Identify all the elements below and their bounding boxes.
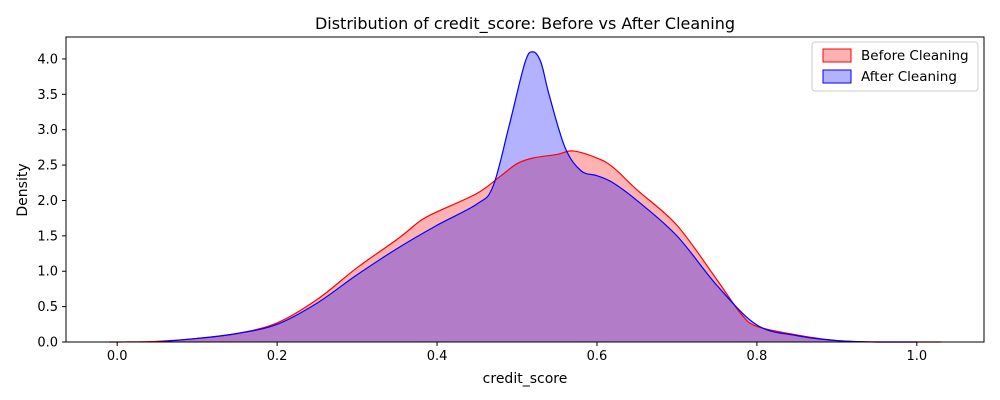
legend-label-after-cleaning: After Cleaning [861, 69, 957, 85]
x-axis: 0.0 0.2 0.4 0.6 0.8 1.0 [107, 342, 927, 364]
y-tick-label: 0.5 [37, 300, 58, 315]
x-axis-label: credit_score [483, 371, 568, 387]
y-tick-label: 0.0 [37, 336, 58, 351]
y-tick-label: 2.5 [37, 159, 58, 174]
y-tick-label: 4.0 [37, 52, 58, 67]
x-tick-label: 0.6 [587, 349, 608, 364]
legend-swatch-before-cleaning [822, 48, 852, 63]
x-tick-label: 0.8 [747, 349, 768, 364]
legend-label-before-cleaning: Before Cleaning [861, 48, 969, 64]
x-tick-label: 0.0 [107, 349, 128, 364]
y-tick-label: 3.0 [37, 123, 58, 138]
y-tick-label: 1.5 [37, 229, 58, 244]
axes-frame [65, 36, 985, 343]
y-tick-label: 2.0 [37, 194, 58, 209]
y-tick-label: 3.5 [37, 88, 58, 103]
legend: Before Cleaning After Cleaning [811, 41, 979, 92]
x-tick-label: 0.4 [427, 349, 448, 364]
chart-title: Distribution of credit_score: Before vs … [315, 14, 735, 34]
series-lines [109, 51, 941, 343]
area-after-cleaning [157, 51, 917, 343]
y-axis: 0.0 0.5 1.0 1.5 2.0 2.5 3.0 3.5 4.0 [37, 52, 66, 351]
line-after-cleaning [157, 51, 917, 343]
y-axis-label: Density [15, 163, 31, 216]
x-tick-label: 0.2 [267, 349, 288, 364]
legend-box [811, 41, 979, 92]
y-tick-label: 1.0 [37, 265, 58, 280]
legend-swatch-after-cleaning [822, 69, 852, 84]
x-tick-label: 1.0 [906, 349, 927, 364]
area-before-cleaning [109, 150, 941, 342]
series-areas [109, 51, 941, 343]
